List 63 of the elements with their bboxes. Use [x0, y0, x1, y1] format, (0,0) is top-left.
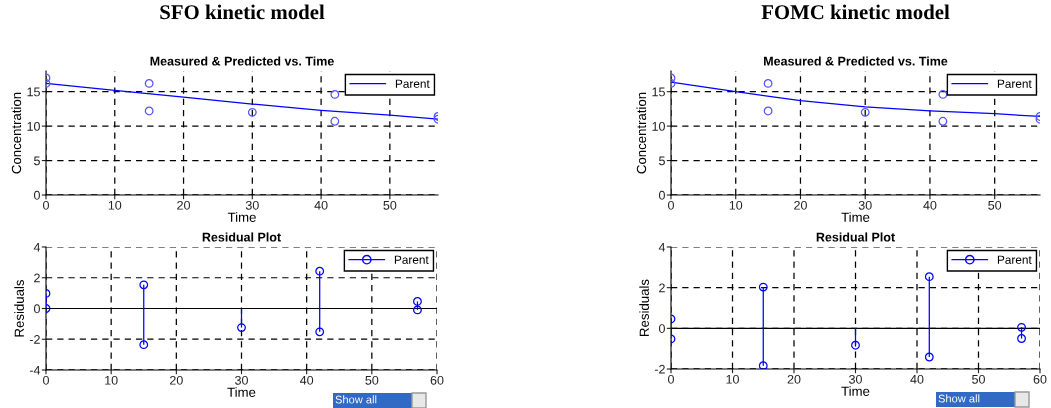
- y-axis-title: Residuals: [14, 280, 24, 337]
- x-tick-label: 20: [177, 200, 191, 210]
- x-tick-label: 20: [787, 374, 801, 384]
- x-tick-label: 20: [170, 375, 183, 385]
- x-tick-label: 10: [108, 200, 122, 210]
- x-tick-label: 30: [858, 200, 872, 210]
- y-tick-label: -4: [29, 365, 41, 375]
- y-tick-label: 5: [33, 156, 40, 166]
- chart-subtitle: Measured & Predicted vs. Time: [764, 56, 948, 66]
- x-tick-label: 60: [1033, 374, 1047, 384]
- x-tick-label: 10: [105, 375, 118, 385]
- x-axis-title: Time: [841, 212, 870, 222]
- y-tick-label: 0: [658, 190, 665, 200]
- x-tick-label: 40: [923, 200, 937, 210]
- y-tick-label: 2: [34, 273, 40, 283]
- x-tick-label: 0: [43, 375, 49, 385]
- x-tick-label: 10: [729, 200, 743, 210]
- x-tick-label: 50: [988, 200, 1002, 210]
- chart-title: SFO kinetic model: [160, 4, 325, 20]
- x-tick-label: 30: [235, 375, 248, 385]
- x-tick-label: 50: [365, 375, 379, 385]
- text: Show all: [938, 394, 980, 403]
- x-tick-label: 40: [300, 375, 314, 385]
- y-tick-label: 4: [33, 242, 41, 252]
- x-axis-title: Time: [227, 212, 256, 222]
- x-tick-label: 0: [43, 200, 49, 210]
- y-tick-label: 0: [658, 324, 665, 333]
- x-axis-title: Time: [227, 387, 256, 397]
- x-tick-label: 0: [668, 374, 674, 384]
- y-axis-title: Concentration: [636, 92, 647, 174]
- legend-label: Parent: [395, 79, 430, 88]
- y-tick-label: 10: [652, 121, 665, 131]
- y-tick-label: 10: [27, 121, 40, 131]
- text: Show all: [335, 395, 377, 404]
- y-tick-label: 0: [33, 304, 40, 314]
- x-axis-title: Time: [841, 386, 870, 396]
- x-tick-label: 40: [910, 374, 924, 384]
- y-tick-label: 5: [658, 156, 665, 166]
- y-tick-label: 15: [27, 87, 40, 97]
- y-tick-label: -2: [29, 335, 40, 344]
- legend-label: Parent: [394, 255, 429, 264]
- chart-title: FOMC kinetic model: [761, 4, 950, 20]
- y-tick-label: -2: [654, 364, 665, 374]
- x-tick-label: 10: [726, 374, 739, 384]
- x-tick-label: 40: [314, 200, 328, 210]
- y-axis-title: Residuals: [639, 279, 649, 336]
- x-tick-label: 30: [849, 374, 862, 384]
- y-tick-label: 2: [659, 283, 665, 293]
- chart-title: Residual Plot: [202, 232, 281, 242]
- x-tick-label: 50: [383, 200, 397, 210]
- y-axis-title: Concentration: [11, 92, 22, 174]
- x-tick-label: 50: [972, 374, 985, 384]
- chart-title: Residual Plot: [816, 232, 895, 242]
- y-tick-label: 4: [658, 242, 666, 252]
- chart-subtitle: Measured & Predicted vs. Time: [150, 56, 334, 66]
- x-tick-label: 20: [794, 200, 807, 210]
- legend-label: Parent: [997, 79, 1032, 88]
- y-tick-label: 0: [33, 190, 40, 200]
- x-tick-label: 60: [430, 375, 444, 385]
- x-tick-label: 0: [668, 200, 674, 210]
- x-tick-label: 30: [245, 200, 259, 210]
- y-tick-label: 15: [652, 87, 665, 97]
- legend-label: Parent: [997, 255, 1032, 264]
